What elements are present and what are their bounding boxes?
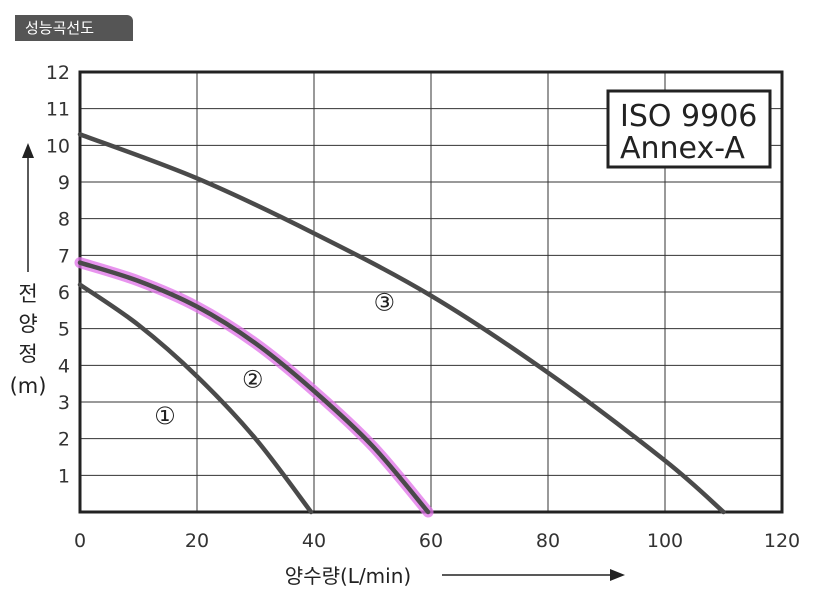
series-3-label: ③ xyxy=(373,288,395,316)
y-tick-label: 3 xyxy=(58,392,70,414)
series-1-curve xyxy=(80,285,311,512)
standard-box-line2: Annex-A xyxy=(620,131,745,166)
y-tick-label: 9 xyxy=(58,172,70,194)
series-1-label: ① xyxy=(154,402,176,430)
y-tick-label: 4 xyxy=(58,355,70,377)
x-tick-label: 120 xyxy=(764,530,800,552)
y-tick-label: 12 xyxy=(46,62,70,84)
x-axis-arrow-head xyxy=(610,569,625,581)
y-tick-label: 10 xyxy=(46,135,70,157)
y-tick-label: 2 xyxy=(58,429,70,451)
y-tick-label: 11 xyxy=(46,99,70,121)
x-tick-label: 40 xyxy=(302,530,326,552)
series-3-curve xyxy=(80,134,724,512)
y-tick-label: 1 xyxy=(58,465,70,487)
y-axis-label-char: 정 xyxy=(18,342,37,366)
standard-box-line1: ISO 9906 xyxy=(620,99,757,134)
y-tick-label: 8 xyxy=(58,209,70,231)
x-axis-label: 양수량(L/min) xyxy=(285,564,411,588)
x-tick-label: 100 xyxy=(647,530,683,552)
x-tick-label: 0 xyxy=(74,530,86,552)
x-tick-label: 20 xyxy=(185,530,209,552)
y-tick-label: 5 xyxy=(58,319,70,341)
x-tick-label: 80 xyxy=(536,530,560,552)
x-tick-label: 60 xyxy=(419,530,443,552)
y-axis-label-char: 양 xyxy=(18,312,37,336)
y-axis-arrow-head xyxy=(22,143,34,158)
y-axis-label-char: 전 xyxy=(18,282,37,306)
y-tick-label: 7 xyxy=(58,245,70,267)
y-axis-label-char: (m) xyxy=(10,374,47,398)
series-2-label: ② xyxy=(242,365,264,393)
y-tick-label: 6 xyxy=(58,282,70,304)
